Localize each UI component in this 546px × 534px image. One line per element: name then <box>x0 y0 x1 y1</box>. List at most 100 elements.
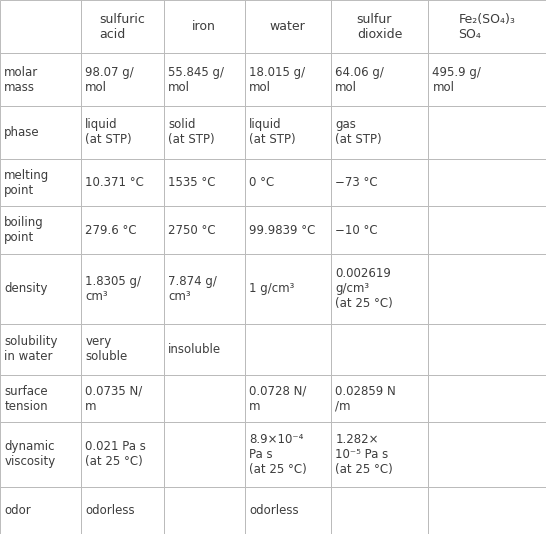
Bar <box>164 0 245 53</box>
Text: very
soluble: very soluble <box>85 335 127 364</box>
Bar <box>0 106 81 159</box>
Bar <box>164 375 245 422</box>
Text: 495.9 g/
mol: 495.9 g/ mol <box>432 66 482 93</box>
Bar <box>428 106 546 159</box>
Bar <box>331 159 428 207</box>
Text: odorless: odorless <box>85 504 135 517</box>
Bar <box>81 207 164 254</box>
Bar <box>245 422 331 486</box>
Bar <box>428 159 546 207</box>
Text: 98.07 g/
mol: 98.07 g/ mol <box>85 66 134 93</box>
Bar <box>81 486 164 534</box>
Text: molar
mass: molar mass <box>4 66 39 93</box>
Text: 0.0728 N/
m: 0.0728 N/ m <box>249 384 306 413</box>
Bar <box>0 207 81 254</box>
Text: 99.9839 °C: 99.9839 °C <box>249 224 316 237</box>
Bar <box>0 486 81 534</box>
Bar <box>81 0 164 53</box>
Bar <box>81 106 164 159</box>
Text: 8.9×10⁻⁴
Pa s
(at 25 °C): 8.9×10⁻⁴ Pa s (at 25 °C) <box>249 433 307 476</box>
Text: iron: iron <box>192 20 216 33</box>
Bar <box>0 375 81 422</box>
Bar <box>428 53 546 106</box>
Text: 0.02859 N
/m: 0.02859 N /m <box>335 384 396 413</box>
Text: liquid
(at STP): liquid (at STP) <box>249 119 295 146</box>
Text: 64.06 g/
mol: 64.06 g/ mol <box>335 66 384 93</box>
Text: dynamic
viscosity: dynamic viscosity <box>4 441 56 468</box>
Text: 1.282×
10⁻⁵ Pa s
(at 25 °C): 1.282× 10⁻⁵ Pa s (at 25 °C) <box>335 433 393 476</box>
Bar <box>164 422 245 486</box>
Bar <box>245 159 331 207</box>
Bar <box>164 254 245 324</box>
Bar <box>81 375 164 422</box>
Text: solubility
in water: solubility in water <box>4 335 58 364</box>
Text: boiling
point: boiling point <box>4 216 44 244</box>
Bar <box>428 207 546 254</box>
Text: odorless: odorless <box>249 504 299 517</box>
Bar <box>428 375 546 422</box>
Bar <box>428 486 546 534</box>
Bar <box>164 106 245 159</box>
Text: −10 °C: −10 °C <box>335 224 378 237</box>
Bar <box>428 324 546 375</box>
Text: 2750 °C: 2750 °C <box>168 224 216 237</box>
Text: odor: odor <box>4 504 31 517</box>
Text: −73 °C: −73 °C <box>335 176 378 189</box>
Bar <box>245 207 331 254</box>
Text: sulfur
dioxide: sulfur dioxide <box>357 13 402 41</box>
Text: 0.0735 N/
m: 0.0735 N/ m <box>85 384 143 413</box>
Text: 279.6 °C: 279.6 °C <box>85 224 137 237</box>
Text: Fe₂(SO₄)₃
SO₄: Fe₂(SO₄)₃ SO₄ <box>459 13 515 41</box>
Text: 18.015 g/
mol: 18.015 g/ mol <box>249 66 305 93</box>
Bar <box>331 207 428 254</box>
Bar <box>0 159 81 207</box>
Bar <box>245 53 331 106</box>
Bar <box>81 159 164 207</box>
Text: sulfuric
acid: sulfuric acid <box>99 13 145 41</box>
Bar <box>245 0 331 53</box>
Text: 1535 °C: 1535 °C <box>168 176 216 189</box>
Bar <box>331 375 428 422</box>
Bar <box>331 486 428 534</box>
Text: 0 °C: 0 °C <box>249 176 274 189</box>
Bar <box>428 0 546 53</box>
Text: 0.002619
g/cm³
(at 25 °C): 0.002619 g/cm³ (at 25 °C) <box>335 268 393 310</box>
Bar <box>331 106 428 159</box>
Text: 1.8305 g/
cm³: 1.8305 g/ cm³ <box>85 275 141 303</box>
Bar <box>245 375 331 422</box>
Bar <box>245 324 331 375</box>
Text: density: density <box>4 282 48 295</box>
Text: insoluble: insoluble <box>168 343 221 356</box>
Bar <box>331 422 428 486</box>
Text: solid
(at STP): solid (at STP) <box>168 119 215 146</box>
Text: 10.371 °C: 10.371 °C <box>85 176 144 189</box>
Text: phase: phase <box>4 126 40 139</box>
Bar <box>0 53 81 106</box>
Text: 55.845 g/
mol: 55.845 g/ mol <box>168 66 224 93</box>
Bar <box>331 53 428 106</box>
Bar <box>164 486 245 534</box>
Bar <box>245 106 331 159</box>
Bar <box>428 254 546 324</box>
Bar <box>81 324 164 375</box>
Bar <box>331 0 428 53</box>
Bar <box>0 0 81 53</box>
Bar <box>245 486 331 534</box>
Text: surface
tension: surface tension <box>4 384 48 413</box>
Bar <box>81 422 164 486</box>
Bar <box>331 324 428 375</box>
Text: 1 g/cm³: 1 g/cm³ <box>249 282 294 295</box>
Text: water: water <box>270 20 306 33</box>
Text: liquid
(at STP): liquid (at STP) <box>85 119 132 146</box>
Bar <box>81 254 164 324</box>
Bar <box>0 254 81 324</box>
Bar <box>245 254 331 324</box>
Bar <box>164 324 245 375</box>
Text: 7.874 g/
cm³: 7.874 g/ cm³ <box>168 275 217 303</box>
Text: gas
(at STP): gas (at STP) <box>335 119 382 146</box>
Bar <box>164 159 245 207</box>
Bar <box>164 53 245 106</box>
Bar <box>0 324 81 375</box>
Bar <box>0 422 81 486</box>
Bar <box>164 207 245 254</box>
